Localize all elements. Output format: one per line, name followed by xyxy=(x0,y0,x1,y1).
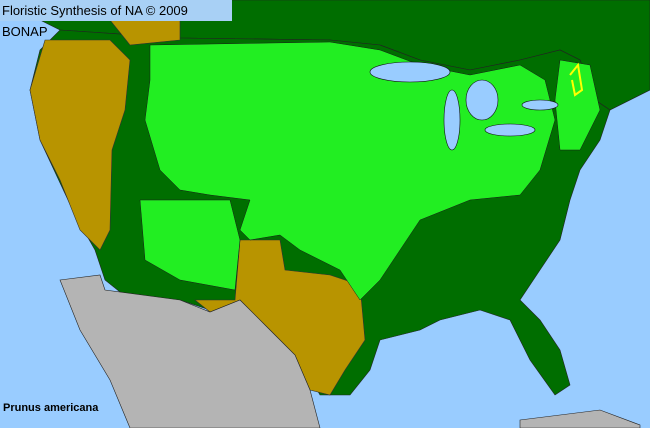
texas-absent xyxy=(194,239,366,396)
mexico-region xyxy=(59,274,321,428)
northeast-present xyxy=(554,59,601,151)
map-title: Floristic Synthesis of NA © 2009 BONAP xyxy=(0,0,232,39)
cuba xyxy=(519,409,641,428)
species-name: Prunus americana xyxy=(3,402,99,414)
southwest-present xyxy=(139,199,241,291)
exotic-highlight xyxy=(569,62,584,97)
great-lakes xyxy=(369,61,559,151)
western-states-absent xyxy=(29,39,131,251)
